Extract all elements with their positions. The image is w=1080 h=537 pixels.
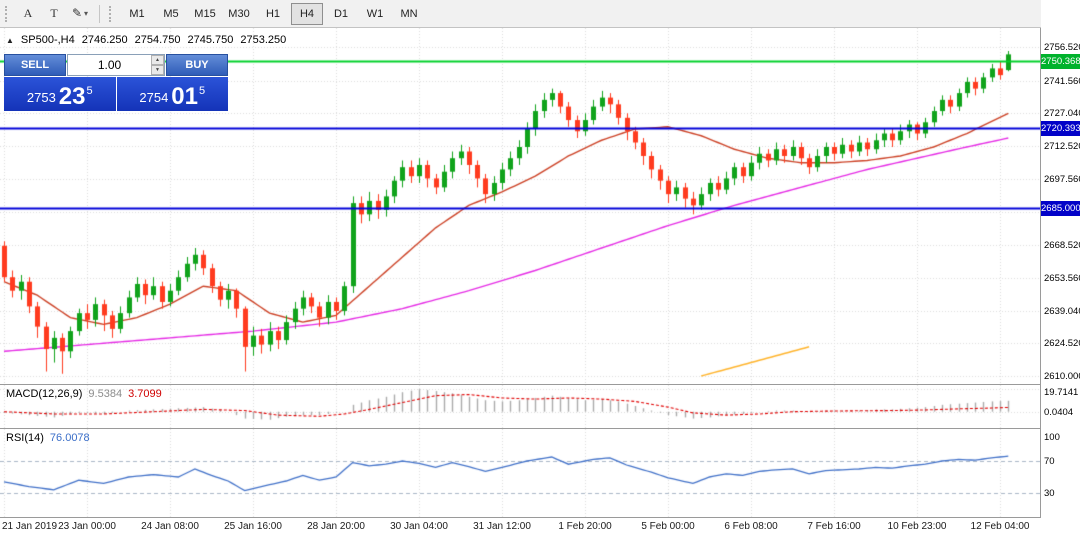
price-tick: 2727.040 [1044,108,1080,120]
panel-separator[interactable] [0,384,1080,385]
volume-down-button[interactable]: ▼ [151,65,164,75]
macd-label: MACD(12,26,9) 9.5384 3.7099 [6,388,162,400]
rsi-name: RSI(14) [6,432,44,444]
macd-axis-tick: 0.0404 [1044,406,1074,418]
volume-spinner: ▲ ▼ [151,55,164,75]
time-label: 25 Jan 16:00 [224,521,282,532]
price-axis-border [1040,28,1041,518]
macd-name: MACD(12,26,9) [6,388,83,400]
sell-price[interactable]: 2753 23 5 [4,77,116,111]
buy-price-pips: 01 [171,83,198,110]
price-tick: 2624.520 [1044,338,1080,350]
toolbar-separator [99,4,100,23]
sell-price-pips: 23 [58,83,86,110]
timeframe-button-m30[interactable]: M30 [228,7,250,20]
macd-value: 9.5384 [88,388,123,400]
price-tick: 2697.560 [1044,174,1080,186]
pencil-icon: ✎ [71,6,83,20]
draw-tool-button[interactable]: ✎ ▾ [68,4,92,24]
ohlc-high: 2754.750 [134,34,181,46]
text-tool-button[interactable]: A [16,4,40,24]
rsi-canvas [0,429,1040,518]
timeframe-button-mn[interactable]: MN [400,7,418,20]
one-click-trading-panel: SELL ▲ ▼ BUY 2753 23 5 2754 01 5 [4,54,228,111]
toolbar-grip [109,5,114,22]
timeframe-button-m15[interactable]: M15 [194,7,216,20]
timeframe-button-w1[interactable]: W1 [366,7,384,20]
time-label: 21 Jan 2019 [2,521,58,532]
label-tool-button[interactable]: T [42,4,66,24]
toolbar-grip [5,5,10,22]
time-label: 28 Jan 20:00 [307,521,365,532]
buy-price-frac: 5 [199,85,206,97]
chevron-down-icon: ▾ [84,9,89,18]
timeframe-button-m5[interactable]: M5 [163,7,179,20]
time-label: 1 Feb 20:00 [558,521,612,532]
rsi-axis-tick: 70 [1044,456,1055,467]
time-label: 31 Jan 12:00 [473,521,531,532]
volume-box: ▲ ▼ [67,54,165,76]
price-badge: 2720.393 [1041,121,1080,137]
macd-axis-tick: 19.7141 [1044,387,1079,398]
price-tick: 2756.520 [1044,42,1080,54]
ohlc-open: 2746.250 [81,34,128,46]
volume-up-button[interactable]: ▲ [151,55,164,65]
time-label: 12 Feb 04:00 [970,521,1030,532]
price-tick: 2668.520 [1044,239,1080,251]
chart-ohlc-line: ▲ SP500-,H4 2746.250 2754.750 2745.750 2… [6,34,286,46]
time-label: 7 Feb 16:00 [807,521,861,532]
time-label: 5 Feb 00:00 [641,521,695,532]
price-tick: 2639.040 [1044,305,1080,317]
ohlc-low: 2745.750 [187,34,234,46]
time-label: 6 Feb 08:00 [724,521,778,532]
timeframe-group: M1 M5 M15 M30 H1 H4 D1 W1 MN [120,2,426,25]
timeframe-button-d1[interactable]: D1 [333,7,349,20]
buy-button[interactable]: BUY [166,54,228,76]
time-label: 24 Jan 08:00 [141,521,199,532]
buy-price-main: 2754 [139,90,169,105]
ohlc-close: 2753.250 [240,34,287,46]
rsi-label: RSI(14) 76.0078 [6,432,90,444]
top-toolbar: A T ✎ ▾ M1 M5 M15 M30 H1 H4 D1 W1 MN [0,0,1080,28]
sell-button[interactable]: SELL [4,54,66,76]
macd-canvas [0,385,1040,429]
sell-price-main: 2753 [26,90,56,105]
timeframe-button-h1[interactable]: H1 [265,7,281,20]
panel-separator[interactable] [0,428,1080,429]
timeframe-button-m1[interactable]: M1 [129,7,145,20]
buy-price[interactable]: 2754 01 5 [116,77,228,111]
time-label: 10 Feb 23:00 [887,521,947,532]
rsi-axis-tick: 100 [1044,432,1060,443]
price-tick: 2712.520 [1044,140,1080,152]
macd-signal-value: 3.7099 [128,388,162,400]
price-axis[interactable]: 2756.520 2741.560 2727.040 2712.520 2697.560… [1041,0,1080,537]
panel-separator[interactable] [0,517,1080,518]
volume-input[interactable] [68,55,151,75]
sell-price-frac: 5 [86,85,93,97]
price-badge: 2685.000 [1041,200,1080,216]
price-tick: 2610.000 [1044,371,1080,383]
rsi-axis-tick: 30 [1044,488,1055,499]
symbol-marker-icon: ▲ [6,35,14,45]
time-axis[interactable]: 21 Jan 2019 23 Jan 00:00 24 Jan 08:00 25 Ja… [0,518,1040,537]
price-tick: 2741.560 [1044,75,1080,87]
time-label: 23 Jan 00:00 [58,521,116,532]
symbol-period-label: SP500-,H4 [20,34,75,46]
rsi-value: 76.0078 [49,432,90,444]
price-badge: 2750.368 [1041,53,1080,69]
time-label: 30 Jan 04:00 [390,521,448,532]
timeframe-button-h4[interactable]: H4 [291,2,323,25]
price-tick: 2653.560 [1044,273,1080,285]
